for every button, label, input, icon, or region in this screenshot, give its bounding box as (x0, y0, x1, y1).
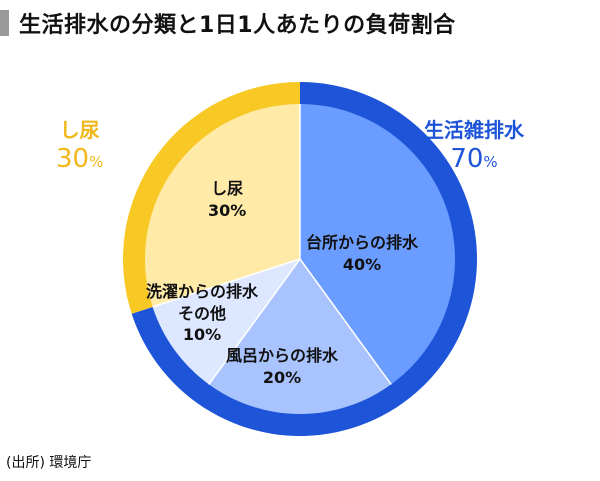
slice-name-laundry: 洗濯からの排水 (146, 282, 259, 301)
slice-label-human-waste: し尿 30% (208, 178, 246, 221)
gray-water-group-label: 生活雑排水 70% (424, 118, 524, 176)
pie-slice-1 (208, 259, 392, 414)
source-note: (出所) 環境庁 (6, 455, 92, 471)
title-marker (0, 10, 9, 36)
slice-percent-kitchen: 40% (342, 254, 382, 274)
pie-slice-3 (144, 104, 300, 307)
slice-label-kitchen: 台所からの排水 40% (306, 232, 418, 275)
slice-name-kitchen: 台所からの排水 (306, 233, 419, 252)
slice-separator-2 (208, 258, 301, 385)
slice-separator-3 (152, 258, 301, 308)
chart-title: 生活排水の分類と1日1人あたりの負荷割合 (19, 13, 456, 38)
slice-percent-bath: 20% (262, 367, 302, 387)
gray-water-group-name: 生活雑排水 (424, 118, 524, 142)
slice-name-human-waste: し尿 (211, 179, 244, 198)
slice-separator-1 (299, 258, 392, 385)
pie-slice-2 (152, 259, 300, 385)
slice-percent-human-waste: 30% (208, 200, 247, 220)
slice-label-bath: 風呂からの排水 20% (226, 345, 338, 388)
gray-water-group-percent: 70% (450, 144, 498, 174)
human-waste-group-name: し尿 (59, 118, 100, 142)
human-waste-group-percent: 30% (56, 144, 104, 174)
slice-name-other: その他 (178, 303, 227, 323)
pie-slice-0 (300, 104, 455, 385)
slice-percent-laundry: 10% (182, 325, 222, 345)
slice-name-bath: 風呂からの排水 (226, 346, 339, 365)
slice-label-laundry: 洗濯からの排水 その他 10% (146, 281, 258, 346)
title-bar: 生活排水の分類と1日1人あたりの負荷割合 (0, 8, 456, 38)
human-waste-group-label: し尿 30% (56, 118, 103, 176)
